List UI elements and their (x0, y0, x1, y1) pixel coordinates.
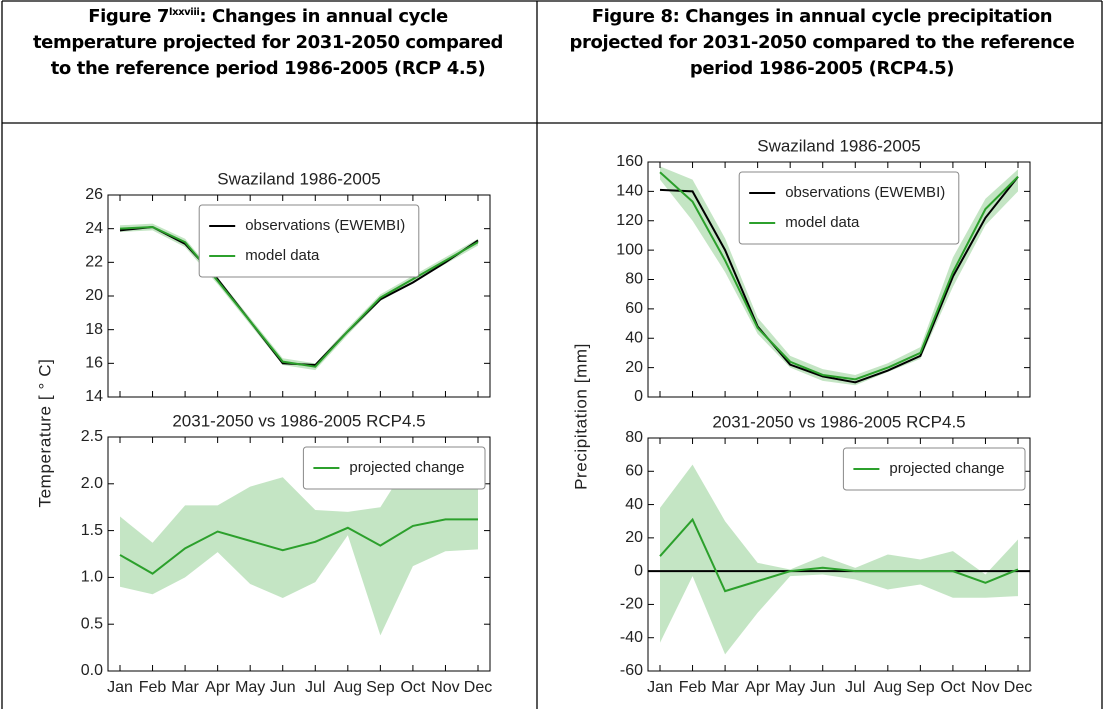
legend-label: projected change (889, 460, 1004, 477)
x-tick-label: Jul (305, 679, 325, 696)
x-tick-label: Apr (205, 679, 231, 696)
y-tick-label: 24 (85, 220, 103, 237)
y-tick-label: 120 (616, 212, 643, 229)
chart-title: 2031-2050 vs 1986-2005 RCP4.5 (172, 411, 425, 430)
data-line (119, 518, 478, 575)
plot: 0.0 0.5 1.0 1.5 2.0 2.5 Jan Feb Mar Apr May Jun Jul A… (81, 411, 492, 696)
footnote-ref: lxxviii (169, 7, 200, 18)
y-tick-label: 0.5 (81, 615, 103, 632)
y-tick-label: 100 (616, 241, 643, 258)
x-tick-label: Nov (431, 679, 459, 696)
legend-label: model data (785, 214, 860, 231)
y-tick-label: 0 (634, 388, 643, 405)
legend-box (302, 446, 486, 490)
plot: 14 16 18 20 22 24 26 Swaziland 1986-2005 Tempera… (35, 169, 491, 508)
y-tick-label: 140 (616, 183, 643, 200)
x-tick-label: Mar (171, 679, 199, 696)
y-tick-label: 40 (625, 329, 643, 346)
y-tick-label: 20 (625, 359, 643, 376)
x-tick-label: Aug (874, 679, 902, 696)
data-line (659, 517, 1019, 593)
y-tick-label: 14 (85, 388, 103, 405)
x-tick-label: Jul (845, 679, 865, 696)
y-tick-label: 2.5 (81, 428, 103, 445)
plot-frame (647, 437, 1031, 672)
x-tick-label: Sep (906, 679, 935, 696)
y-tick-label: -60 (620, 662, 643, 679)
y-tick-label: 160 (616, 153, 643, 170)
legend-box (198, 204, 420, 278)
chart-title: 2031-2050 vs 1986-2005 RCP4.5 (712, 412, 965, 431)
figure-caption: : Changes in annual cycle temperature pr… (32, 6, 504, 79)
x-tick-label: Oct (400, 679, 425, 696)
y-tick-label: 60 (625, 463, 643, 480)
legend-label: projected change (349, 459, 464, 476)
range-band (120, 448, 478, 636)
x-tick-label: Apr (745, 679, 771, 696)
y-tick-label: 80 (625, 271, 643, 288)
y-tick-label: -40 (620, 629, 643, 646)
y-tick-label: 40 (625, 496, 643, 513)
y-tick-label: 2.0 (81, 475, 103, 492)
x-tick-label: Jun (270, 679, 296, 696)
y-tick-label: 0 (634, 562, 643, 579)
y-tick-label: 60 (625, 300, 643, 317)
y-tick-label: 20 (625, 529, 643, 546)
plot-frame (107, 436, 491, 672)
x-tick-label: Jan (107, 679, 133, 696)
data-line (659, 171, 1019, 381)
y-tick-label: 18 (85, 321, 103, 338)
x-tick-label: Oct (940, 679, 965, 696)
y-tick-label: 80 (625, 429, 643, 446)
plot: -60 -40 -20 0 20 40 60 80 Jan Feb Mar Apr May Jun Jul A… (620, 412, 1032, 696)
header-cell: Figure 8: Changes in annual cycle precip… (548, 4, 1096, 82)
chart-title: Swaziland 1986-2005 (757, 136, 921, 155)
figure-caption: Figure 8: Changes in annual cycle precip… (569, 6, 1075, 79)
y-tick-label: 16 (85, 355, 103, 372)
x-tick-label: Mar (711, 679, 739, 696)
x-tick-label: Feb (139, 679, 167, 696)
x-tick-label: Dec (464, 679, 492, 696)
x-tick-label: Dec (1004, 679, 1032, 696)
legend-label: observations (EWEMBI) (785, 184, 945, 201)
legend-box (738, 171, 960, 245)
legend-label: model data (245, 247, 320, 264)
legend-label: observations (EWEMBI) (245, 217, 405, 234)
chart-title: Swaziland 1986-2005 (217, 169, 381, 188)
x-tick-label: Jun (810, 679, 836, 696)
y-tick-label: 26 (85, 186, 103, 203)
x-tick-label: May (235, 679, 265, 696)
x-tick-label: Jan (647, 679, 673, 696)
y-tick-label: 1.5 (81, 522, 103, 539)
y-tick-label: 22 (85, 254, 103, 271)
legend-box (842, 447, 1026, 491)
header-cell: Figure 7lxxviii: Changes in annual cycle… (28, 4, 508, 82)
x-tick-label: Aug (334, 679, 362, 696)
plot: 0 20 40 60 80 100 120 140 160 Swaziland 1986-2005… (571, 136, 1031, 490)
x-tick-label: Nov (971, 679, 999, 696)
x-tick-label: May (775, 679, 805, 696)
y-tick-label: 0.0 (81, 662, 103, 679)
y-axis-label: Temperature [ ° C] (35, 359, 54, 508)
x-tick-label: Feb (679, 679, 707, 696)
figure-label: Figure 7 (88, 6, 170, 27)
y-axis-label: Precipitation [mm] (571, 343, 590, 490)
y-tick-label: 1.0 (81, 569, 103, 586)
data-line (659, 176, 1019, 384)
x-tick-label: Sep (366, 679, 395, 696)
range-band (660, 464, 1018, 655)
y-tick-label: 20 (85, 287, 103, 304)
y-tick-label: -20 (620, 596, 643, 613)
